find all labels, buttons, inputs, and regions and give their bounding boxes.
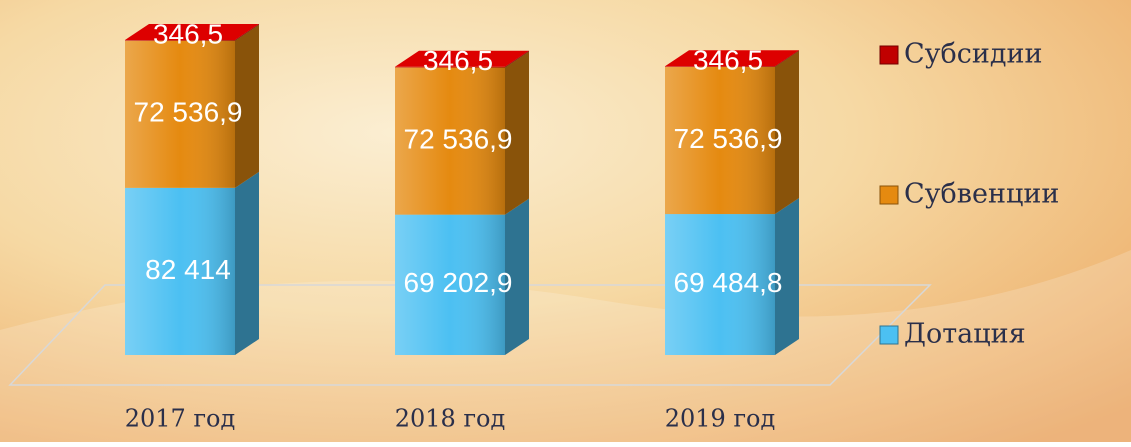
value-label: 72 536,9: [404, 123, 513, 154]
x-tick-label: 2018 год: [395, 405, 506, 433]
bar-top: [665, 50, 799, 67]
bar-side: [775, 198, 799, 355]
bar-shine: [395, 66, 505, 68]
value-label: 72 536,9: [134, 97, 243, 128]
legend: Субсидии Субвенции Дотация: [879, 39, 1059, 350]
bar-side: [505, 50, 529, 68]
background-swirl: [0, 250, 1131, 442]
bar-shine: [395, 67, 505, 215]
bar-shine: [125, 40, 235, 188]
bar-shine: [665, 66, 775, 67]
value-label: 346,5: [153, 18, 223, 49]
legend-swatch: [879, 185, 899, 205]
value-label: 346,5: [693, 45, 763, 76]
legend-swatch: [879, 45, 899, 65]
value-label: 69 202,9: [404, 267, 513, 298]
value-label: 82 414: [145, 254, 231, 285]
bar-side: [235, 24, 259, 41]
legend-label: Субсидии: [904, 39, 1043, 70]
bar-shine: [395, 214, 505, 355]
bar-side: [235, 24, 259, 188]
plot: 2017 год 82 414 72 536,9 346,5 2018 год 69 20…: [125, 18, 799, 433]
bar-top: [125, 24, 259, 40]
value-label: 346,5: [423, 45, 493, 76]
value-label: 69 484,8: [674, 267, 783, 298]
bar-side: [775, 50, 799, 67]
bar-side: [505, 51, 529, 215]
bar-side: [235, 171, 259, 355]
legend-swatch: [879, 325, 899, 345]
bar-shine: [665, 66, 775, 215]
bar-shine: [125, 40, 235, 41]
bar-top: [395, 50, 529, 67]
legend-label: Субвенции: [904, 179, 1059, 210]
value-label: 72 536,9: [674, 123, 783, 154]
bar-shine: [665, 214, 775, 355]
x-tick-label: 2017 год: [125, 405, 236, 433]
legend-label: Дотация: [904, 319, 1026, 350]
bar-shine: [125, 187, 235, 355]
bar-side: [775, 50, 799, 215]
bar-side: [505, 198, 529, 355]
floor: [8, 284, 932, 386]
x-tick-label: 2019 год: [665, 405, 776, 433]
